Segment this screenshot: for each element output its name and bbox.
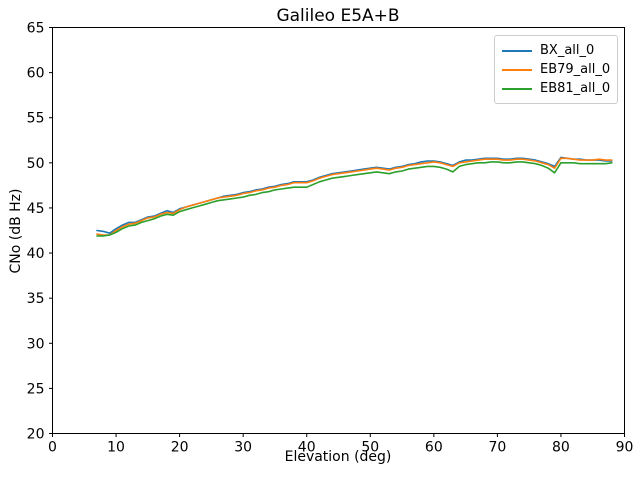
y-tick-label: 65 [27, 21, 45, 37]
legend-label: BX_all_0 [540, 43, 595, 58]
legend-line-swatch [502, 68, 532, 71]
legend: BX_all_0 EB79_all_0 EB81_all_0 [494, 35, 618, 104]
legend-item-EB81_all_0: EB81_all_0 [502, 79, 610, 98]
y-tick-label: 40 [27, 246, 45, 262]
x-tick-label: 40 [298, 440, 316, 456]
x-axis-label: Elevation (deg) [284, 449, 392, 465]
legend-line-swatch [502, 87, 532, 90]
legend-item-BX_all_0: BX_all_0 [502, 41, 610, 60]
x-tick-label: 10 [107, 440, 125, 456]
series-line-EB81_all_0 [96, 161, 613, 237]
y-tick-label: 45 [27, 201, 45, 217]
x-tick-label: 90 [616, 440, 634, 456]
plot-border [52, 27, 625, 434]
x-tick-label: 70 [488, 440, 506, 456]
y-tick-label: 60 [27, 66, 45, 82]
y-tick-label: 25 [27, 381, 45, 397]
y-tick-label: 50 [27, 156, 45, 172]
x-tick-label: 0 [48, 440, 57, 456]
series-line-BX_all_0 [96, 156, 613, 234]
y-tick-label: 55 [27, 111, 45, 127]
chart-title: Galileo E5A+B [276, 6, 400, 26]
y-tick-label: 35 [27, 291, 45, 307]
x-tick-label: 80 [552, 440, 570, 456]
y-tick-label: 20 [27, 427, 45, 443]
legend-label: EB79_all_0 [540, 62, 611, 77]
legend-label: EB81_all_0 [540, 81, 611, 96]
x-tick-label: 50 [361, 440, 379, 456]
legend-line-swatch [502, 49, 532, 52]
x-tick-label: 60 [425, 440, 443, 456]
y-tick-label: 30 [27, 336, 45, 352]
x-tick-label: 20 [171, 440, 189, 456]
series-line-EB79_all_0 [96, 157, 613, 236]
y-axis-label: CNo (dB Hz) [8, 188, 24, 274]
legend-item-EB79_all_0: EB79_all_0 [502, 60, 610, 79]
x-tick-label: 30 [234, 440, 252, 456]
